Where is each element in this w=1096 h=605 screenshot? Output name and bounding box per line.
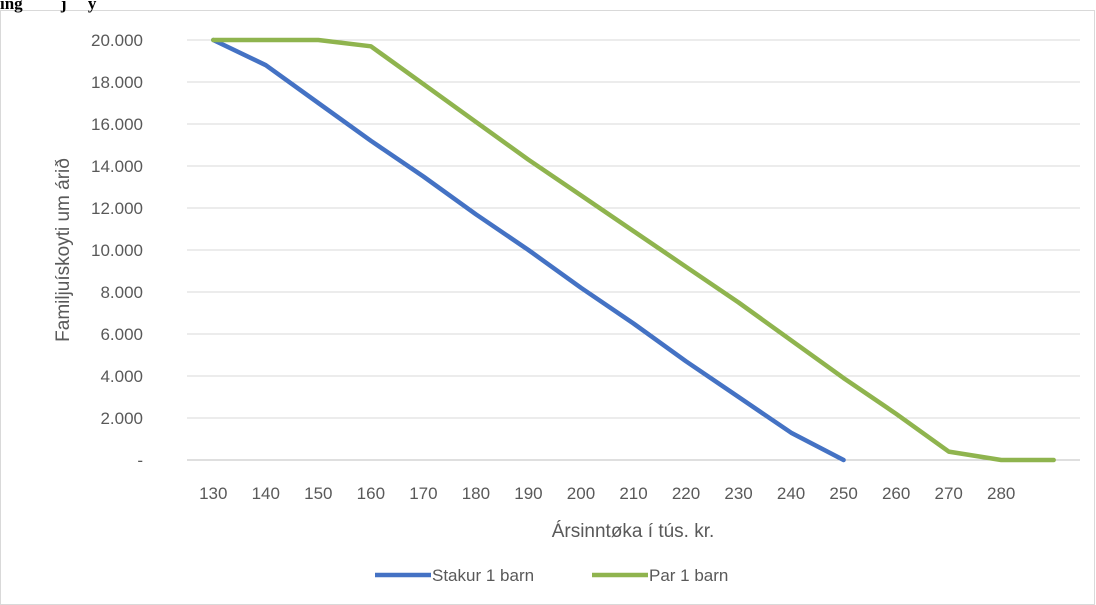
x-tick-label: 240	[777, 484, 805, 503]
x-tick-label: 220	[672, 484, 700, 503]
x-tick-label: 210	[619, 484, 647, 503]
y-tick-label: 18.000	[91, 73, 143, 92]
y-axis: - 2.000 4.000 6.000 8.000 10.000 12.000 14.000 1…	[91, 31, 143, 470]
series-layer	[211, 37, 1056, 463]
x-tick-label: 250	[829, 484, 857, 503]
y-tick-label: 6.000	[100, 325, 143, 344]
y-axis-title: Familjuískoyti um árið	[53, 158, 74, 342]
x-tick-label: 140	[252, 484, 280, 503]
legend-label: Par 1 barn	[649, 566, 728, 585]
y-tick-label: 2.000	[100, 409, 143, 428]
series-line-2	[211, 37, 1056, 463]
y-tick-label: -	[137, 451, 143, 470]
x-tick-label: 260	[882, 484, 910, 503]
x-axis-title: Ársinntøka í tús. kr.	[552, 521, 715, 542]
legend: Stakur 1 barn Par 1 barn	[375, 566, 728, 585]
y-tick-label: 8.000	[100, 283, 143, 302]
x-tick-label: 150	[304, 484, 332, 503]
y-tick-label: 20.000	[91, 31, 143, 50]
x-tick-label: 270	[934, 484, 962, 503]
x-tick-label: 130	[199, 484, 227, 503]
x-tick-label: 280	[987, 484, 1015, 503]
y-tick-label: 14.000	[91, 157, 143, 176]
y-tick-label: 16.000	[91, 115, 143, 134]
x-tick-label: 160	[357, 484, 385, 503]
header-fragment: ing j y	[0, 0, 97, 13]
x-axis: 130 140 150 160 170 180 190 200 210 220 230 240 250 2…	[199, 484, 1015, 503]
y-tick-label: 10.000	[91, 241, 143, 260]
y-tick-label: 4.000	[100, 367, 143, 386]
x-tick-label: 230	[724, 484, 752, 503]
gridlines	[187, 39, 1080, 461]
x-tick-label: 190	[514, 484, 542, 503]
series-line-1	[211, 37, 846, 463]
x-tick-label: 180	[462, 484, 490, 503]
x-tick-label: 200	[567, 484, 595, 503]
legend-label: Stakur 1 barn	[432, 566, 534, 585]
y-tick-label: 12.000	[91, 199, 143, 218]
x-tick-label: 170	[409, 484, 437, 503]
